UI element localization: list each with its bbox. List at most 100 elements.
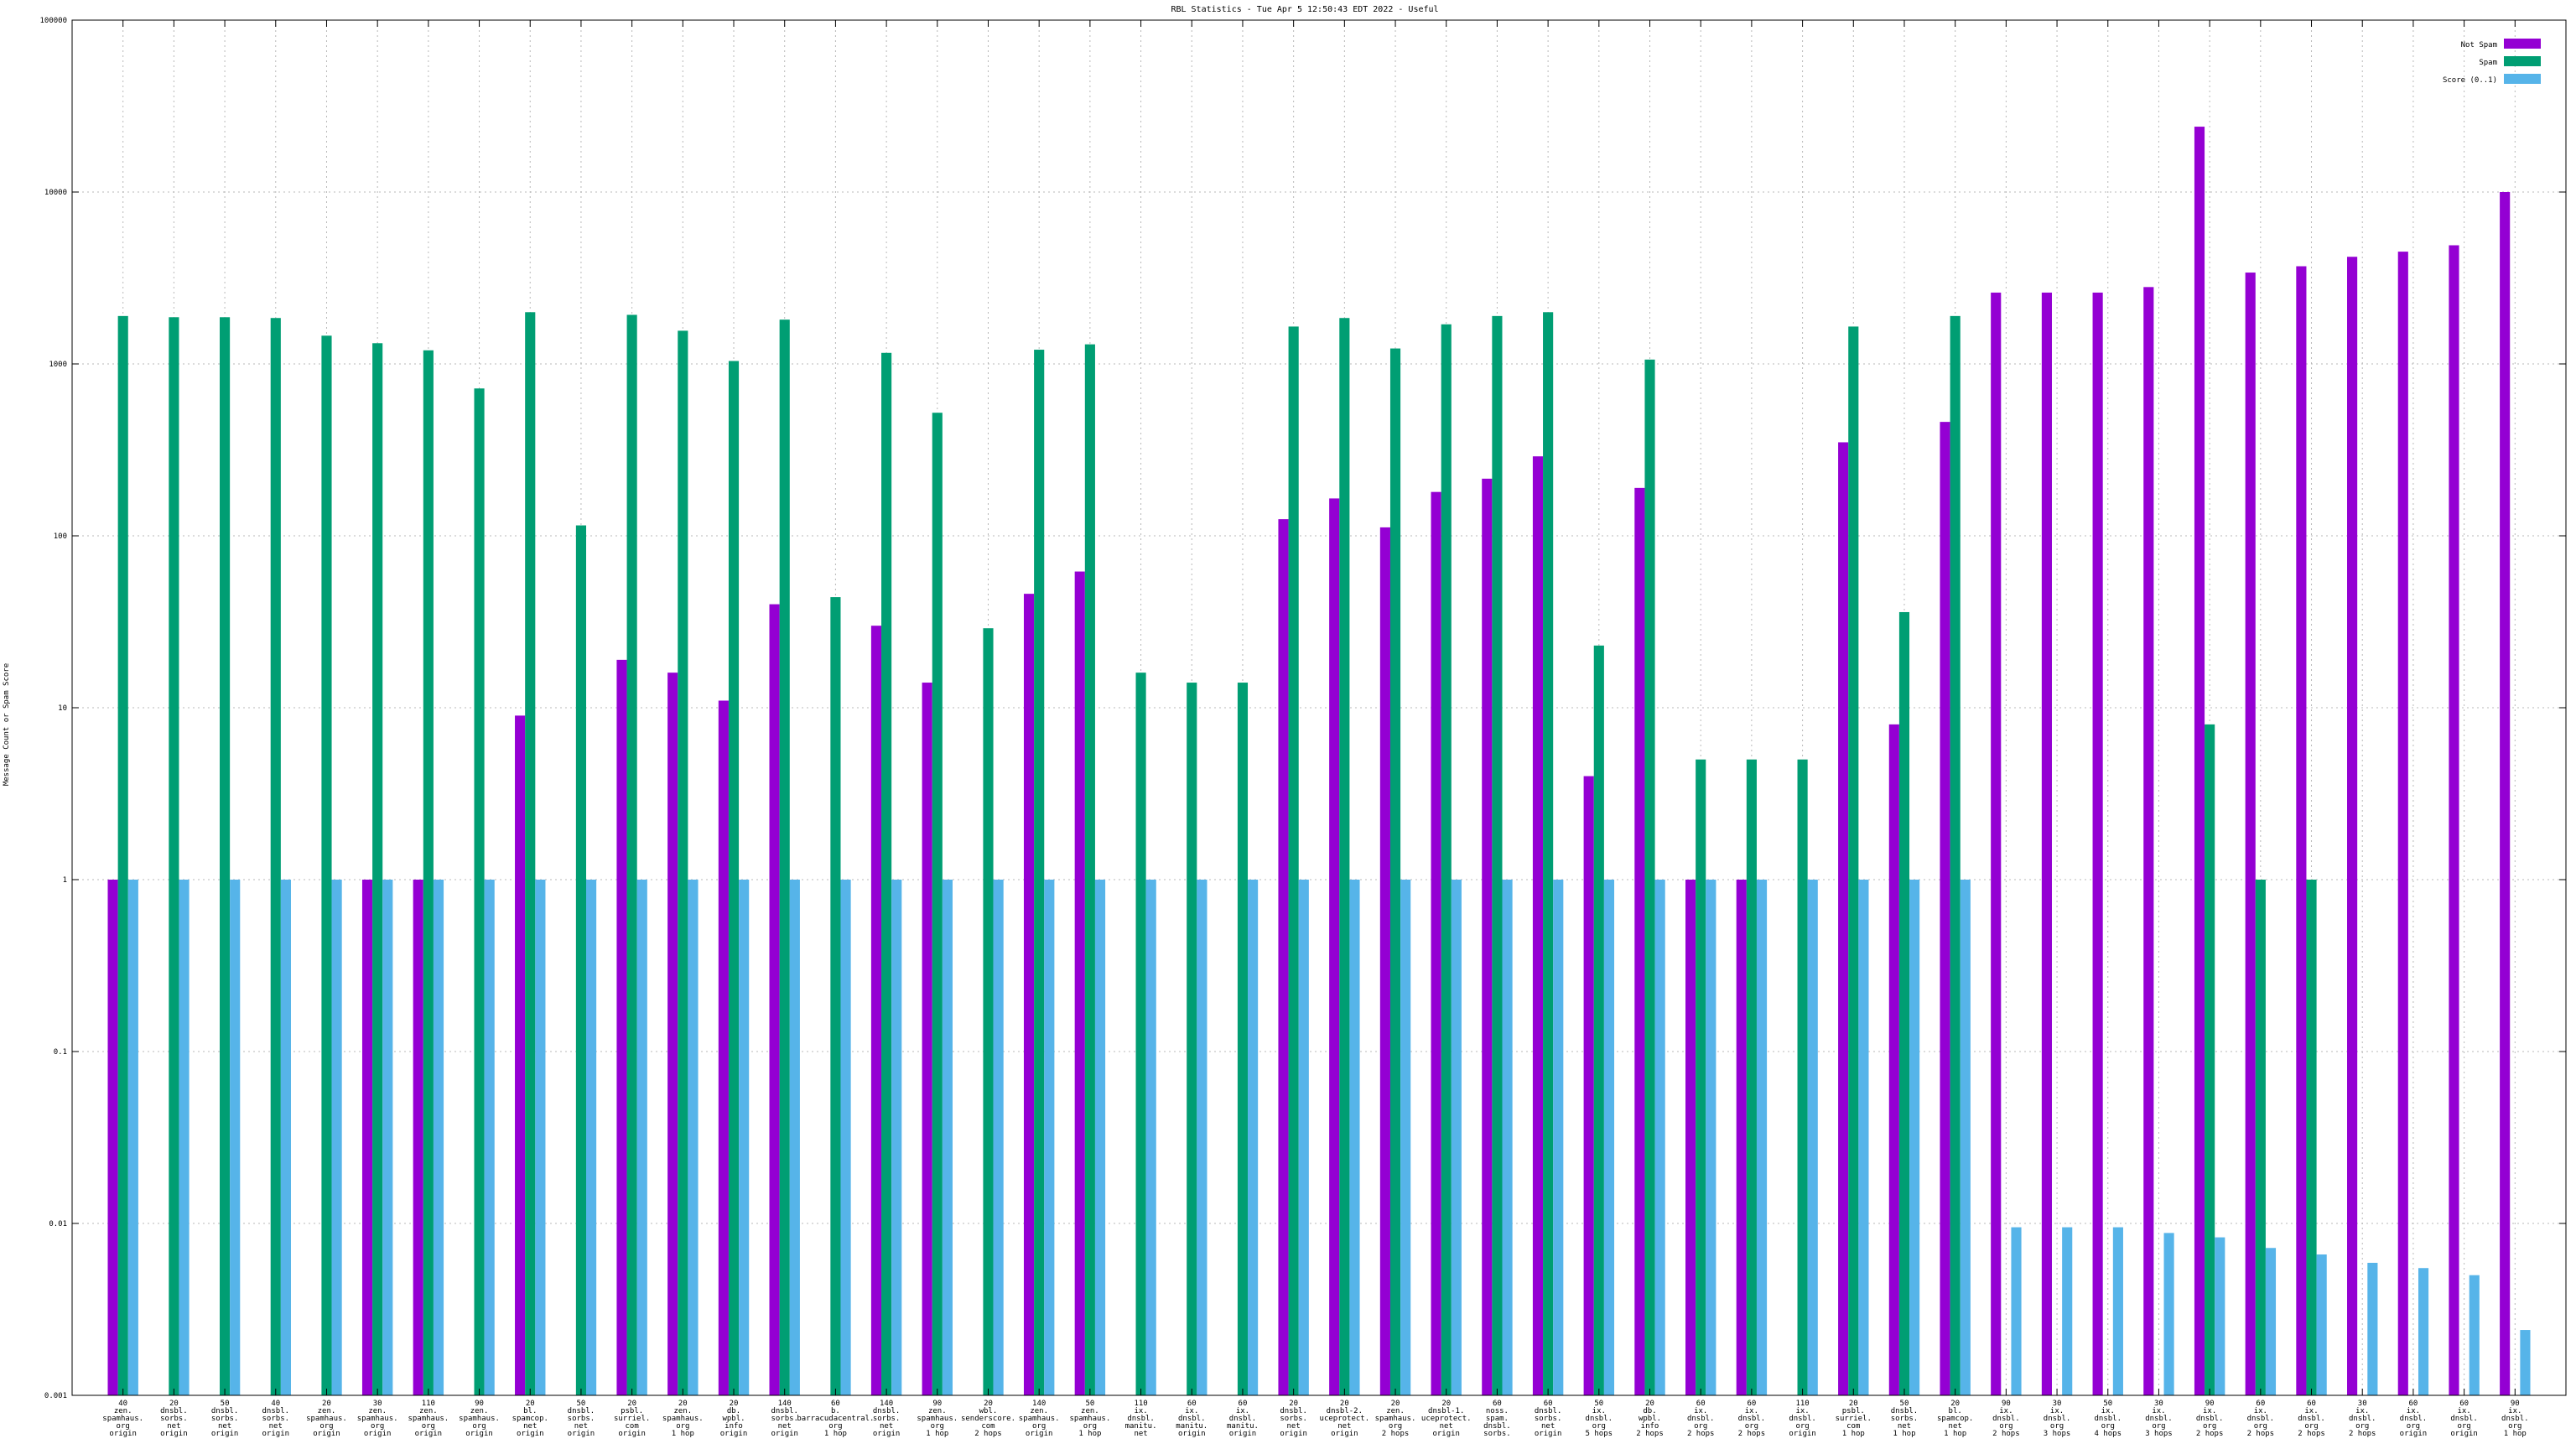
bar-score-0-1 <box>1248 880 1259 1395</box>
legend-label: Not Spam <box>2461 41 2497 49</box>
legend: Not Spam Spam Score (0..1) <box>2443 39 2541 85</box>
x-tick-label: 90 zen. spamhaus. org origin <box>459 1400 500 1438</box>
bar-not-spam <box>1482 478 1493 1395</box>
x-tick-label: 60 ix. dnsbl. org origin <box>2450 1400 2478 1438</box>
x-tick-label: 90 zen. spamhaus. org 1 hop <box>917 1400 958 1438</box>
bar-score-0-1 <box>636 880 647 1395</box>
y-tick-label: 10000 <box>44 189 67 197</box>
bar-not-spam <box>1634 487 1645 1396</box>
bar-spam <box>1084 344 1095 1395</box>
bar-spam <box>117 315 128 1396</box>
bar-score-0-1 <box>739 880 750 1395</box>
bar-not-spam <box>1940 422 1950 1395</box>
x-tick-label: 50 dnsbl. sorbs. net 1 hop <box>1891 1400 1919 1438</box>
bar-score-0-1 <box>1044 880 1055 1395</box>
bar-not-spam <box>1685 880 1696 1395</box>
bar-score-0-1 <box>993 880 1004 1395</box>
x-tick-label: 60 ix. dnsbl. org 2 hops <box>1738 1400 1766 1438</box>
y-tick-label: 10 <box>58 704 67 713</box>
bar-score-0-1 <box>1706 880 1716 1395</box>
x-tick-label: 140 dnsbl. sorbs. net origin <box>771 1400 798 1438</box>
bar-spam <box>1746 759 1757 1395</box>
y-tick-label: 1000 <box>49 361 67 369</box>
legend-swatch <box>2504 74 2541 84</box>
bar-score-0-1 <box>1909 880 1920 1395</box>
bar-not-spam <box>1736 880 1747 1395</box>
x-tick-label: 20 dnsbl-2. uceprotect. net origin <box>1320 1400 1370 1438</box>
bar-not-spam <box>2296 266 2307 1395</box>
plot-frame <box>71 19 2567 1396</box>
x-tick-label: 50 zen. spamhaus. org 1 hop <box>1069 1400 1110 1438</box>
bars <box>107 127 2531 1396</box>
bar-score-0-1 <box>1553 880 1564 1395</box>
x-tick-label: 30 zen. spamhaus. org origin <box>357 1400 398 1438</box>
bar-score-0-1 <box>789 880 800 1395</box>
bar-score-0-1 <box>2265 1248 2277 1395</box>
legend-label: Spam <box>2479 59 2497 67</box>
bar-spam <box>1644 359 1655 1396</box>
gridlines <box>72 20 2566 1395</box>
bar-spam <box>220 317 231 1395</box>
x-tick-label: 20 db. wpbl. info 2 hops <box>1636 1400 1664 1438</box>
bar-score-0-1 <box>1298 880 1309 1395</box>
x-tick-label: 20 psbl. surriel. com 1 hop <box>1836 1400 1872 1438</box>
x-tick-label: 20 db. wpbl. info origin <box>720 1400 748 1438</box>
x-tick-label: 60 ix. dnsbl. org 2 hops <box>2298 1400 2325 1438</box>
bar-score-0-1 <box>1654 880 1665 1395</box>
bar-score-0-1 <box>2112 1227 2123 1395</box>
bar-not-spam <box>1991 292 2002 1396</box>
bar-score-0-1 <box>2469 1275 2480 1395</box>
bar-score-0-1 <box>1960 880 1971 1395</box>
x-tick-label: 60 b. barracudacentral. org 1 hop <box>797 1400 874 1438</box>
bar-score-0-1 <box>1145 880 1156 1395</box>
bar-not-spam <box>1583 776 1594 1395</box>
x-axis-ticks: 40 zen. spamhaus. org origin 20 dnsbl. sorbs. ne… <box>102 20 2529 1438</box>
bar-not-spam <box>2194 127 2205 1396</box>
bar-not-spam <box>2092 292 2103 1396</box>
y-tick-label: 0.01 <box>49 1220 67 1228</box>
x-tick-label: 90 ix. dnsbl. org 2 hops <box>1992 1400 2020 1438</box>
bar-spam <box>983 628 994 1395</box>
x-tick-label: 30 ix. dnsbl. org 2 hops <box>2349 1400 2376 1438</box>
bar-score-0-1 <box>230 880 241 1395</box>
bar-spam <box>1593 645 1604 1395</box>
legend-swatch <box>2504 56 2541 66</box>
x-tick-label: 60 dnsbl. sorbs. net origin <box>1535 1400 1562 1438</box>
x-tick-label: 20 wbl. senderscore. com 2 hops <box>961 1400 1015 1438</box>
bar-spam <box>1339 318 1350 1396</box>
bar-not-spam <box>1379 527 1390 1395</box>
x-tick-label: 60 ix. dnsbl. manitu. origin <box>1176 1400 1208 1438</box>
x-tick-label: 140 zen. spamhaus. org origin <box>1019 1400 1060 1438</box>
bar-score-0-1 <box>1603 880 1615 1395</box>
bar-spam <box>423 350 434 1396</box>
x-tick-label: 40 dnsbl. sorbs. net origin <box>262 1400 290 1438</box>
bar-spam <box>1034 350 1045 1395</box>
bar-score-0-1 <box>1451 880 1462 1395</box>
bar-spam <box>525 312 536 1396</box>
bar-score-0-1 <box>891 880 902 1395</box>
bar-not-spam <box>1074 571 1085 1395</box>
x-tick-label: 20 dnsbl-1. uceprotect. net origin <box>1421 1400 1472 1438</box>
bar-spam <box>1898 611 1910 1395</box>
bar-not-spam <box>1838 442 1849 1395</box>
bar-spam <box>678 330 688 1396</box>
x-tick-label: 30 ix. dnsbl. org 3 hops <box>2145 1400 2173 1438</box>
y-tick-label: 0.001 <box>44 1392 67 1400</box>
bar-not-spam <box>667 673 678 1395</box>
x-tick-label: 90 ix. dnsbl. org 1 hop <box>2501 1400 2529 1438</box>
x-tick-label: 20 dnsbl. sorbs. net origin <box>160 1400 188 1438</box>
x-tick-label: 110 ix. dnsbl. manitu. net <box>1125 1400 1157 1438</box>
bar-score-0-1 <box>2316 1254 2327 1395</box>
bar-score-0-1 <box>840 880 851 1395</box>
bar-spam <box>169 317 179 1395</box>
bar-not-spam <box>870 626 882 1395</box>
bar-not-spam <box>2347 257 2358 1395</box>
x-tick-label: 20 bl. spamcop. net origin <box>512 1400 548 1438</box>
bar-score-0-1 <box>179 880 190 1395</box>
bar-not-spam <box>1888 724 1899 1395</box>
bar-spam <box>1797 759 1808 1395</box>
bar-not-spam <box>1532 456 1544 1395</box>
bar-spam <box>2205 724 2215 1395</box>
bar-spam <box>1135 673 1146 1395</box>
